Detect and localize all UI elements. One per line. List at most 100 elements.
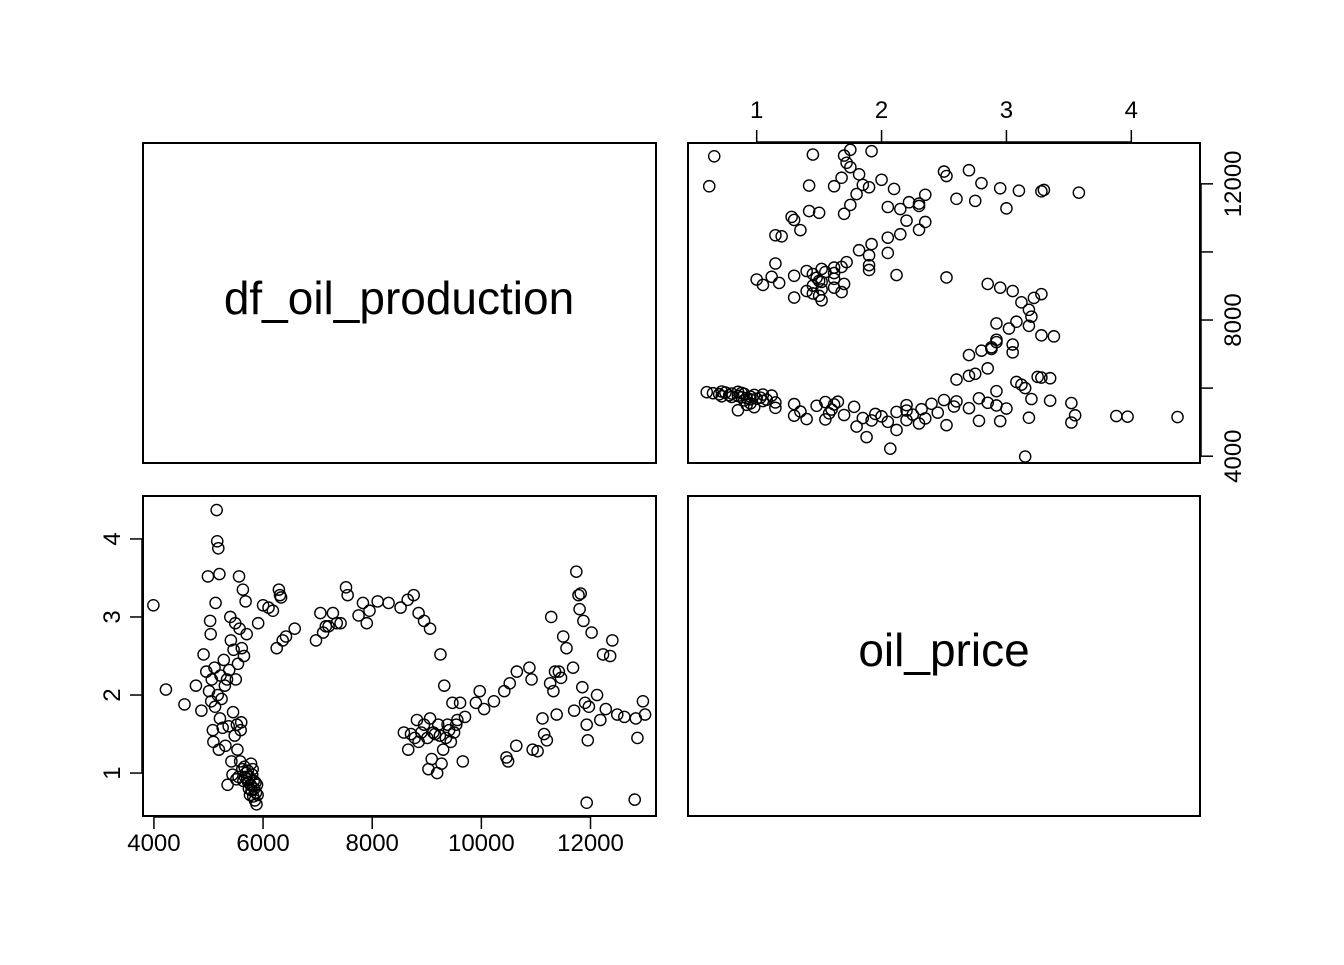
- data-point: [638, 708, 652, 721]
- data-point: [456, 755, 470, 768]
- data-point: [812, 289, 826, 303]
- data-point: [706, 386, 720, 400]
- data-point: [603, 649, 617, 663]
- data-point: [940, 271, 953, 284]
- data-point: [208, 700, 222, 714]
- data-point: [902, 195, 916, 209]
- data-point: [220, 673, 234, 686]
- data-point: [288, 622, 302, 635]
- data-point: [1072, 186, 1086, 200]
- data-point: [968, 367, 982, 381]
- data-point: [1027, 291, 1041, 305]
- data-point: [441, 718, 454, 731]
- data-point: [578, 696, 592, 710]
- data-point: [570, 565, 583, 579]
- data-point: [844, 160, 857, 174]
- data-point: [204, 627, 217, 641]
- data-point: [197, 648, 210, 661]
- data-point: [573, 602, 586, 616]
- data-point: [785, 210, 798, 224]
- data-point: [215, 692, 228, 706]
- tick-label-production: 8000: [1220, 293, 1247, 346]
- data-point: [501, 755, 515, 768]
- data-point: [750, 273, 763, 286]
- data-point: [856, 411, 870, 425]
- data-point: [940, 418, 953, 432]
- data-point: [850, 187, 863, 201]
- data-point: [787, 213, 801, 227]
- data-point: [1043, 394, 1057, 408]
- tick-label-price: 2: [875, 97, 888, 124]
- data-point: [802, 179, 816, 192]
- data-point: [884, 442, 897, 456]
- data-point: [837, 408, 851, 422]
- data-point: [451, 713, 464, 727]
- data-point: [279, 630, 293, 643]
- data-point: [330, 616, 344, 630]
- data-point: [237, 649, 251, 663]
- data-point: [852, 168, 866, 181]
- data-point: [503, 677, 517, 690]
- data-point: [844, 198, 857, 212]
- data-point: [990, 317, 1003, 330]
- data-point: [606, 634, 619, 647]
- tick-label-price: 4: [99, 532, 126, 545]
- data-point: [231, 657, 245, 671]
- data-point: [981, 277, 995, 291]
- data-point: [893, 227, 907, 241]
- tick-label-production: 12000: [557, 830, 624, 857]
- tick-label-price: 3: [1000, 97, 1013, 124]
- tick-label-price: 1: [750, 97, 763, 124]
- data-point: [787, 397, 801, 411]
- panel-top-left: [142, 142, 657, 464]
- data-point: [1010, 315, 1023, 329]
- data-point: [931, 406, 945, 419]
- data-point: [537, 727, 551, 741]
- data-point: [208, 661, 221, 675]
- data-point: [819, 413, 832, 426]
- data-point: [425, 752, 438, 766]
- data-point: [510, 665, 524, 678]
- data-point: [251, 788, 264, 802]
- data-point: [831, 395, 845, 409]
- data-point: [840, 156, 853, 170]
- data-point: [865, 237, 878, 251]
- data-point: [775, 229, 788, 243]
- data-point: [1006, 284, 1019, 298]
- data-point: [806, 148, 820, 161]
- data-point: [950, 373, 963, 386]
- data-point: [211, 688, 225, 702]
- data-point: [423, 622, 437, 635]
- data-point: [610, 708, 624, 721]
- data-point: [1110, 409, 1123, 423]
- data-point: [276, 634, 290, 647]
- data-point: [580, 718, 593, 731]
- data-point: [937, 165, 951, 178]
- data-point: [937, 393, 951, 407]
- data-point: [981, 362, 995, 375]
- data-point: [531, 744, 544, 758]
- data-point: [554, 671, 568, 685]
- data-point: [862, 258, 876, 272]
- data-point: [239, 595, 252, 608]
- tick-label-price: 3: [99, 610, 126, 623]
- data-point: [341, 588, 354, 602]
- data-point: [827, 266, 841, 280]
- data-point: [819, 395, 832, 409]
- data-point: [1006, 346, 1019, 359]
- tick-label-price: 2: [99, 688, 126, 701]
- data-point: [544, 610, 558, 624]
- data-point: [802, 204, 816, 218]
- data-point: [1022, 319, 1036, 333]
- data-point: [567, 704, 581, 717]
- data-point: [582, 700, 596, 714]
- data-point: [249, 776, 262, 789]
- data-point: [447, 726, 461, 739]
- data-point: [322, 620, 335, 633]
- data-point: [217, 653, 231, 667]
- data-point: [812, 206, 826, 220]
- data-point: [412, 606, 425, 620]
- data-point: [875, 410, 888, 423]
- data-point: [769, 228, 782, 242]
- data-point: [1025, 310, 1038, 323]
